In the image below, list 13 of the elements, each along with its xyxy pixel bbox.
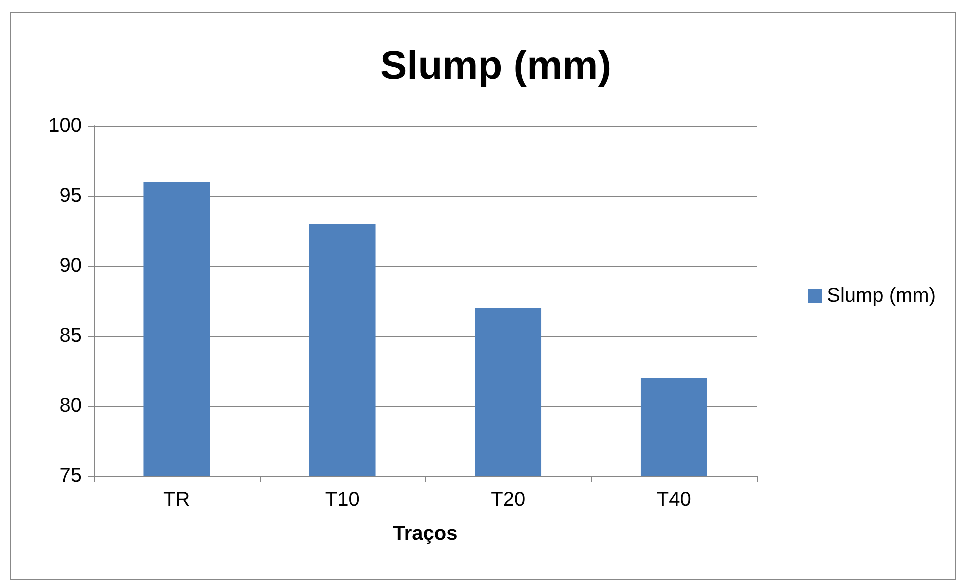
y-tick-label: 95	[60, 185, 82, 207]
legend-label: Slump (mm)	[827, 285, 936, 307]
y-tick-label: 100	[48, 115, 82, 137]
x-tick-label: T10	[325, 489, 360, 511]
x-axis-title: Traços	[393, 523, 458, 545]
y-tick-label: 90	[60, 255, 82, 277]
y-tick-label: 75	[60, 465, 82, 487]
x-tick-label: T40	[656, 489, 692, 511]
x-tick-label: T20	[491, 489, 526, 511]
chart-title: Slump (mm)	[380, 44, 612, 88]
y-tick-label: 80	[60, 395, 82, 417]
x-tick-label: TR	[164, 489, 190, 511]
y-tick-label: 85	[60, 325, 82, 347]
